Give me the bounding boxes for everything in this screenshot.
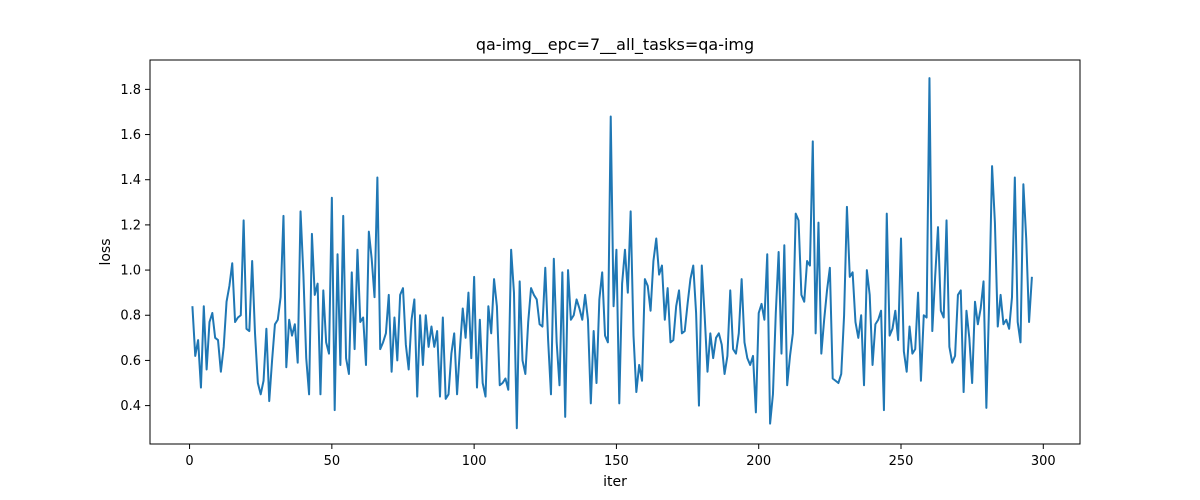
x-tick-label: 0: [185, 454, 193, 469]
x-tick-label: 200: [746, 454, 771, 469]
x-axis-label: iter: [603, 474, 627, 490]
plot-background: [150, 60, 1080, 444]
y-tick-label: 1.6: [120, 128, 141, 143]
y-tick-label: 1.8: [120, 83, 141, 98]
y-tick-label: 0.8: [120, 309, 141, 324]
y-axis-label: loss: [98, 238, 114, 265]
x-tick-label: 100: [462, 454, 487, 469]
x-tick-label: 150: [604, 454, 629, 469]
chart-title: qa-img__epc=7__all_tasks=qa-img: [476, 35, 754, 55]
plot-area: [150, 60, 1080, 444]
y-tick-label: 1.4: [120, 173, 141, 188]
y-axis-ticks: 0.4 0.6 0.8 1.0 1.2 1.4 1.6 1.8: [120, 83, 150, 414]
y-tick-label: 1.2: [120, 218, 141, 233]
loss-series-line: [191, 77, 1033, 430]
x-axis-ticks: 0 50 100 150 200 250 300: [185, 444, 1056, 469]
y-tick-label: 0.4: [120, 399, 141, 414]
x-tick-label: 250: [889, 454, 914, 469]
y-tick-label: 1.0: [120, 264, 141, 279]
y-tick-label: 0.6: [120, 354, 141, 369]
x-tick-label: 50: [324, 454, 341, 469]
x-tick-label: 300: [1031, 454, 1056, 469]
plot-frame: [149, 59, 1081, 445]
